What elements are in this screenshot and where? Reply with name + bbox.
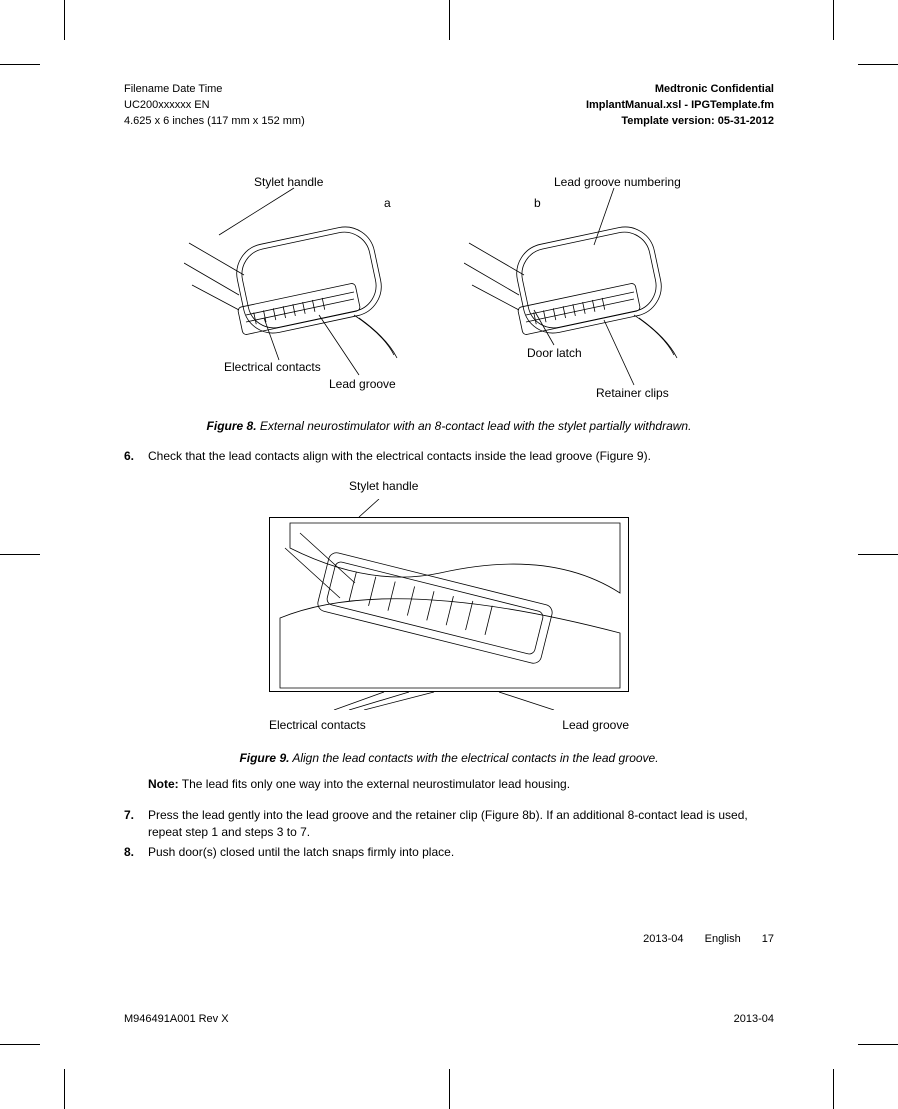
figure9: Stylet handle — [124, 479, 774, 732]
label-retainer-clips: Retainer clips — [596, 386, 669, 400]
crop-mark — [0, 1044, 40, 1045]
step-8: 8. Push door(s) closed until the latch s… — [124, 844, 774, 861]
header-left: Filename Date Time UC200xxxxxx EN 4.625 … — [124, 82, 305, 130]
fig9-bottom-labels: Electrical contacts Lead groove — [269, 718, 629, 732]
step-6: 6. Check that the lead contacts align wi… — [124, 448, 774, 465]
step-7: 7. Press the lead gently into the lead g… — [124, 807, 774, 841]
crop-mark — [0, 554, 40, 555]
footer-date: 2013-04 — [643, 933, 683, 945]
fig9-top-leader — [269, 499, 629, 517]
header-confidential: Medtronic Confidential — [586, 82, 774, 98]
crop-mark — [449, 0, 450, 40]
page: Filename Date Time UC200xxxxxx EN 4.625 … — [64, 64, 834, 1045]
steps-list: 6. Check that the lead contacts align wi… — [124, 448, 774, 465]
footer-doc: M946491A001 Rev X 2013-04 — [124, 1013, 774, 1025]
fig9-bot-leaders — [269, 692, 629, 710]
figure8-caption: Figure 8. External neurostimulator with … — [184, 418, 714, 434]
fig9-electrical-contacts: Electrical contacts — [269, 718, 366, 732]
steps-list-2: 7. Press the lead gently into the lead g… — [124, 807, 774, 861]
footer-pagenum: 17 — [762, 933, 774, 945]
crop-mark — [64, 1069, 65, 1109]
footer-page-info: 2013-04 English 17 — [643, 933, 774, 945]
crop-mark — [858, 1044, 898, 1045]
header-uc: UC200xxxxxx EN — [124, 98, 305, 114]
crop-mark — [858, 64, 898, 65]
header-right: Medtronic Confidential ImplantManual.xsl… — [586, 82, 774, 130]
crop-mark — [858, 554, 898, 555]
crop-mark — [833, 0, 834, 40]
footer-doc-date: 2013-04 — [734, 1013, 774, 1025]
header-filename: Filename Date Time — [124, 82, 305, 98]
footer-lang: English — [705, 933, 741, 945]
crop-mark — [833, 1069, 834, 1109]
label-door-latch: Door latch — [527, 346, 582, 360]
figure9-caption: Figure 9. Align the lead contacts with t… — [184, 750, 714, 766]
label-lead-groove: Lead groove — [329, 377, 396, 391]
crop-mark — [449, 1069, 450, 1109]
header-dims: 4.625 x 6 inches (117 mm x 152 mm) — [124, 114, 305, 130]
note: Note: The lead fits only one way into th… — [148, 776, 774, 793]
crop-mark — [64, 0, 65, 40]
fig9-lead-groove: Lead groove — [562, 718, 629, 732]
figure8-leaders — [124, 170, 774, 400]
header-template-file: ImplantManual.xsl - IPGTemplate.fm — [586, 98, 774, 114]
fig9-image — [269, 517, 629, 692]
label-electrical-contacts: Electrical contacts — [224, 360, 321, 374]
header-template-version: Template version: 05-31-2012 — [586, 114, 774, 130]
footer-doc-id: M946491A001 Rev X — [124, 1013, 229, 1025]
fig9-top-label: Stylet handle — [349, 479, 629, 493]
figure8: Stylet handle a b Lead groove numbering — [124, 170, 774, 400]
page-header: Filename Date Time UC200xxxxxx EN 4.625 … — [124, 82, 774, 130]
crop-mark — [0, 64, 40, 65]
